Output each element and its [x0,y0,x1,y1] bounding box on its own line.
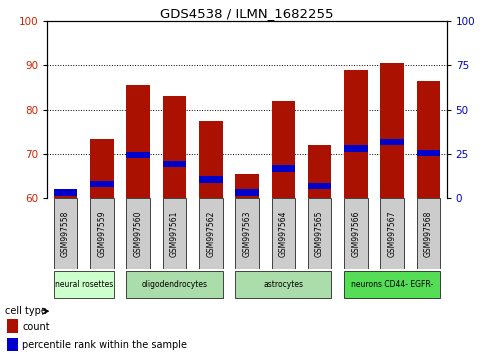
Bar [163,161,186,167]
Text: percentile rank within the sample: percentile rank within the sample [22,340,188,350]
Bar [54,198,77,269]
Bar [235,198,259,269]
Bar [308,198,331,269]
Text: GSM997566: GSM997566 [351,210,360,257]
Bar [54,189,77,196]
Bar [126,198,150,269]
Bar [90,138,114,198]
Bar [7,319,18,333]
Bar [380,198,404,269]
Text: cell type: cell type [5,306,47,316]
Bar [54,270,114,298]
Bar [199,176,223,183]
Text: GSM997565: GSM997565 [315,210,324,257]
Bar [417,150,440,156]
Bar [163,97,186,198]
Text: oligodendrocytes: oligodendrocytes [141,280,208,289]
Text: GSM997559: GSM997559 [97,210,106,257]
Text: GSM997561: GSM997561 [170,210,179,257]
Text: GSM997562: GSM997562 [206,210,215,257]
Bar [90,181,114,187]
Bar [163,198,186,269]
Text: astrocytes: astrocytes [263,280,303,289]
Bar [90,198,114,269]
Bar [417,81,440,198]
Bar [199,121,223,198]
Bar [54,196,77,198]
Bar [7,338,18,351]
Bar [308,145,331,198]
Bar [199,198,223,269]
Text: count: count [22,321,50,332]
Bar [271,101,295,198]
Text: GSM997558: GSM997558 [61,210,70,257]
Bar [126,85,150,198]
Bar [308,183,331,189]
Bar [380,138,404,145]
Text: GSM997564: GSM997564 [279,210,288,257]
Text: neural rosettes: neural rosettes [54,280,113,289]
Bar [344,198,368,269]
Bar [380,63,404,198]
Title: GDS4538 / ILMN_1682255: GDS4538 / ILMN_1682255 [160,7,334,20]
Bar [344,270,440,298]
Text: neurons CD44- EGFR-: neurons CD44- EGFR- [351,280,433,289]
Text: GSM997560: GSM997560 [134,210,143,257]
Bar [344,145,368,152]
Bar [126,152,150,159]
Bar [235,189,259,196]
Bar [235,270,331,298]
Text: GSM997563: GSM997563 [243,210,251,257]
Text: GSM997567: GSM997567 [388,210,397,257]
Bar [271,165,295,172]
Bar [417,198,440,269]
Bar [271,198,295,269]
Text: GSM997568: GSM997568 [424,210,433,257]
Bar [235,174,259,198]
Bar [344,70,368,198]
Bar [126,270,223,298]
